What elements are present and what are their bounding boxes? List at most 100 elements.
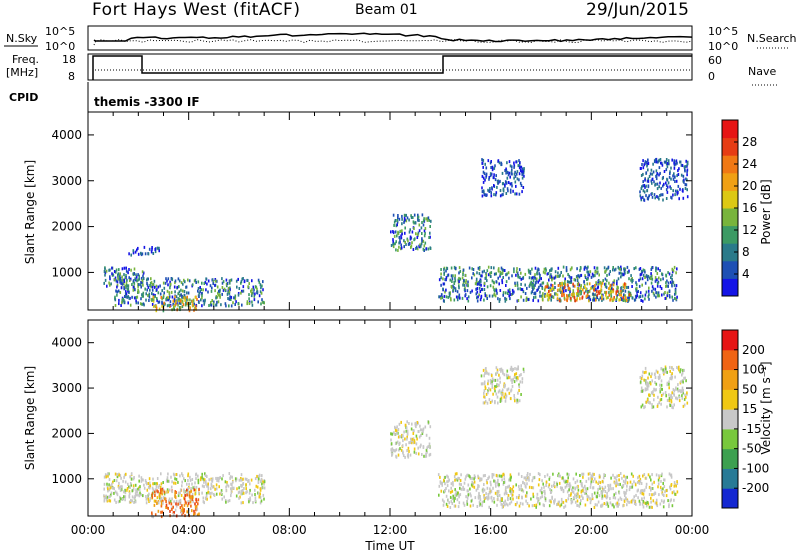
echo-cell xyxy=(104,473,107,477)
echo-cell xyxy=(525,476,527,480)
echo-cell xyxy=(472,268,475,271)
echo-cell xyxy=(390,448,392,452)
echo-cell xyxy=(225,500,227,504)
echo-cell xyxy=(481,270,484,274)
echo-cell xyxy=(658,373,661,377)
echo-cell xyxy=(166,476,169,480)
echo-cell xyxy=(653,180,655,184)
echo-cell xyxy=(148,492,150,496)
echo-cell xyxy=(195,485,198,489)
echo-cell xyxy=(244,477,247,481)
echo-cell xyxy=(170,485,173,489)
echo-cell xyxy=(175,502,177,506)
echo-cell xyxy=(565,499,567,503)
echo-cell xyxy=(663,292,665,296)
echo-cell xyxy=(147,495,149,499)
echo-cell xyxy=(237,302,240,305)
echo-cell xyxy=(593,491,596,495)
echo-cell xyxy=(586,270,588,274)
echo-cell xyxy=(143,486,146,490)
echo-cell xyxy=(641,489,643,492)
echo-cell xyxy=(410,441,413,445)
echo-cell xyxy=(487,379,489,383)
echo-cell xyxy=(631,285,633,288)
echo-cell xyxy=(503,373,506,377)
echo-cell xyxy=(165,479,168,483)
echo-cell xyxy=(604,494,606,498)
echo-cell xyxy=(412,248,415,251)
echo-cell xyxy=(454,493,456,497)
echo-cell xyxy=(686,188,688,192)
echo-cell xyxy=(456,498,459,502)
echo-cell xyxy=(477,295,479,299)
echo-cell xyxy=(229,281,231,285)
echo-cell xyxy=(516,283,519,287)
echo-cell xyxy=(398,422,401,426)
echo-cell xyxy=(131,499,134,503)
nsearch-trace xyxy=(93,38,693,46)
echo-cell xyxy=(517,496,520,500)
echo-cell xyxy=(557,472,560,476)
echo-cell xyxy=(545,480,548,484)
echo-cell xyxy=(444,482,446,486)
echo-cell xyxy=(666,165,669,169)
echo-cell xyxy=(160,510,162,514)
echo-cell xyxy=(679,368,682,372)
echo-cell xyxy=(486,371,488,375)
echo-cell xyxy=(479,274,482,278)
echo-cell xyxy=(457,505,460,509)
echo-cell xyxy=(517,274,519,278)
echo-cell xyxy=(640,187,643,191)
echo-cell xyxy=(262,300,265,304)
echo-cell xyxy=(550,267,552,271)
echo-cell xyxy=(502,472,505,476)
echo-cell xyxy=(651,177,654,181)
echo-cell xyxy=(633,267,635,271)
echo-cell xyxy=(494,385,496,389)
echo-cell xyxy=(509,293,512,297)
echo-cell xyxy=(158,249,160,253)
echo-cell xyxy=(166,289,169,293)
echo-cell xyxy=(141,293,143,297)
y-tick-label: 4000 xyxy=(51,336,82,350)
echo-cell xyxy=(573,278,576,282)
echo-cell xyxy=(128,268,130,271)
echo-cell xyxy=(509,375,511,379)
echo-cell xyxy=(226,282,229,285)
echo-cell xyxy=(196,513,199,517)
echo-cell xyxy=(219,476,221,479)
echo-cell xyxy=(150,250,153,254)
echo-cell xyxy=(622,504,624,508)
echo-cell xyxy=(499,274,501,278)
echo-cell xyxy=(216,279,218,283)
echo-cell xyxy=(587,265,589,269)
colorbar-tick-label: 15 xyxy=(742,402,757,416)
echo-cell xyxy=(167,283,169,287)
echo-cell xyxy=(140,276,143,280)
echo-cell xyxy=(568,287,570,291)
echo-cell xyxy=(677,173,680,176)
echo-cell xyxy=(194,304,197,308)
echo-cell xyxy=(486,481,488,485)
echo-cell xyxy=(533,292,535,295)
x-tick-label: 12:00 xyxy=(373,523,408,537)
echo-cell xyxy=(509,487,511,490)
echo-cell xyxy=(445,278,447,282)
echo-cell xyxy=(197,481,200,485)
echo-cell xyxy=(557,500,560,504)
echo-cell xyxy=(617,483,620,486)
echo-cell xyxy=(441,481,443,485)
echo-cell xyxy=(421,232,423,235)
echo-cell xyxy=(534,283,536,287)
echo-cell xyxy=(161,302,164,306)
echo-cell xyxy=(395,240,397,244)
echo-cell xyxy=(111,272,113,276)
echo-cell xyxy=(538,478,541,482)
echo-cell xyxy=(400,236,403,240)
echo-cell xyxy=(420,433,422,437)
echo-cell xyxy=(580,482,583,486)
echo-cell xyxy=(684,165,687,169)
echo-cell xyxy=(669,499,672,503)
echo-cell xyxy=(240,291,242,295)
echo-cell xyxy=(229,279,232,282)
